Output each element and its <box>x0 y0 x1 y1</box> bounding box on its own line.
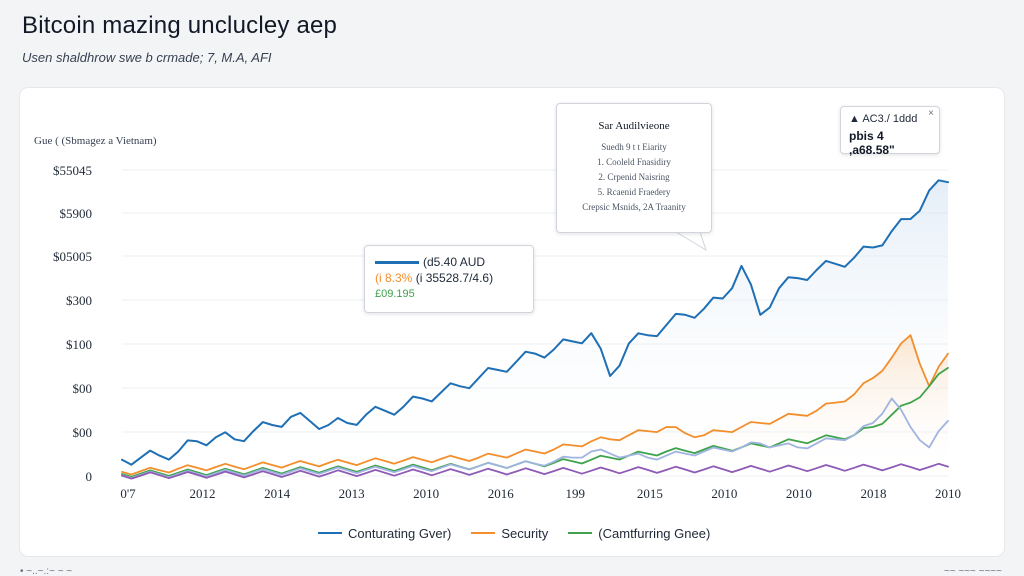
x-tick-label: 2016 <box>488 486 515 501</box>
legend-swatch <box>568 532 593 534</box>
footer-credit: ~~ ~~~ ~~~~ <box>943 566 1002 576</box>
y-tick-label: $5900 <box>60 206 93 221</box>
series-line <box>121 334 949 476</box>
x-tick-label: 2014 <box>264 486 291 501</box>
legend-item[interactable]: Security <box>471 526 548 541</box>
tooltip-value-aud: (d5.40 AUD <box>423 255 486 269</box>
tooltip-values-row: (d5.40 AUD <box>375 254 523 270</box>
tooltip-main-title: Sar Audilvieone <box>598 120 670 132</box>
series-line <box>121 462 949 480</box>
x-tick-label: 2010 <box>711 486 737 501</box>
x-tick-label: 2010 <box>786 486 812 501</box>
tooltip-pointer <box>674 231 707 252</box>
tooltip-peak: × ▲ AC3./ 1ddd pbis 4 ,a68.58" <box>840 106 940 157</box>
series-area <box>122 180 948 477</box>
y-tick-label: $00 <box>73 425 93 440</box>
y-tick-label: 0 <box>86 469 93 484</box>
series-line <box>121 179 949 466</box>
legend-swatch <box>318 532 342 534</box>
y-tick-label: $55045 <box>53 163 92 178</box>
footer-note: • ~..~.:~ ~ ~ <box>20 566 73 576</box>
page-title: Bitcoin mazing unclucley aep <box>22 12 338 39</box>
x-tick-label: 0'7 <box>120 486 136 501</box>
x-tick-label: 2012 <box>190 486 216 501</box>
tooltip-values-row: (i 8.3% (i 35528.7/4.6) <box>375 270 523 286</box>
y-tick-label: $100 <box>66 337 92 352</box>
legend-swatch <box>471 532 496 534</box>
tooltip-main-line: Suedh 9 t t Eiarity <box>601 142 667 152</box>
x-tick-label: 2010 <box>935 486 961 501</box>
legend-label: (Camtfurring Gnee) <box>598 525 711 541</box>
x-tick-label: 199 <box>566 486 586 501</box>
series-swatch <box>375 261 419 265</box>
series-area <box>122 335 948 476</box>
x-tick-label: 2015 <box>637 486 663 501</box>
y-tick-label: $05005 <box>53 249 92 264</box>
page-subtitle: Usen shaldhrow swe b crmade; 7, M.A, AFI <box>22 50 272 65</box>
series-line <box>121 397 949 479</box>
tooltip-main-line: 1. Cooleld Fnasidiry <box>597 157 671 167</box>
tooltip-values: (d5.40 AUD (i 8.3% (i 35528.7/4.6) £09.1… <box>364 245 534 313</box>
tooltip-peak-label: ▲ AC3./ 1ddd <box>849 113 918 125</box>
close-icon[interactable]: × <box>928 108 934 119</box>
legend-label: Conturating Gver) <box>348 525 452 541</box>
y-axis-label: Gue ( (Sbmagez a Vietnam) <box>34 135 157 147</box>
x-tick-label: 2010 <box>413 486 439 501</box>
tooltip-value-percent: (i 8.3% <box>375 271 413 285</box>
legend-label: Security <box>501 525 549 541</box>
tooltip-main-line: 2. Crpenid Naisring <box>598 172 670 182</box>
legend-item[interactable]: Conturating Gver) <box>318 526 451 541</box>
x-tick-label: 2013 <box>339 486 365 501</box>
tooltip-peak-value: pbis 4 ,a68.58" <box>849 129 895 157</box>
x-tick-label: 2018 <box>860 486 886 501</box>
tooltip-main: Sar Audilvieone Suedh 9 t t Eiarity 1. C… <box>556 103 712 233</box>
legend-item[interactable]: (Camtfurring Gnee) <box>568 526 710 541</box>
tooltip-main-line: Crepsic Msnids, 2A Traanity <box>582 202 686 212</box>
chart-legend: Conturating Gver) Security (Camtfurring … <box>318 522 710 544</box>
tooltip-value-range: (i 35528.7/4.6) <box>415 271 494 285</box>
y-tick-label: $300 <box>66 293 92 308</box>
y-tick-label: $00 <box>73 381 93 396</box>
tooltip-main-line: 5. Rcaenid Fraedery <box>597 187 671 197</box>
tooltip-value-gbp: £09.195 <box>375 288 415 300</box>
